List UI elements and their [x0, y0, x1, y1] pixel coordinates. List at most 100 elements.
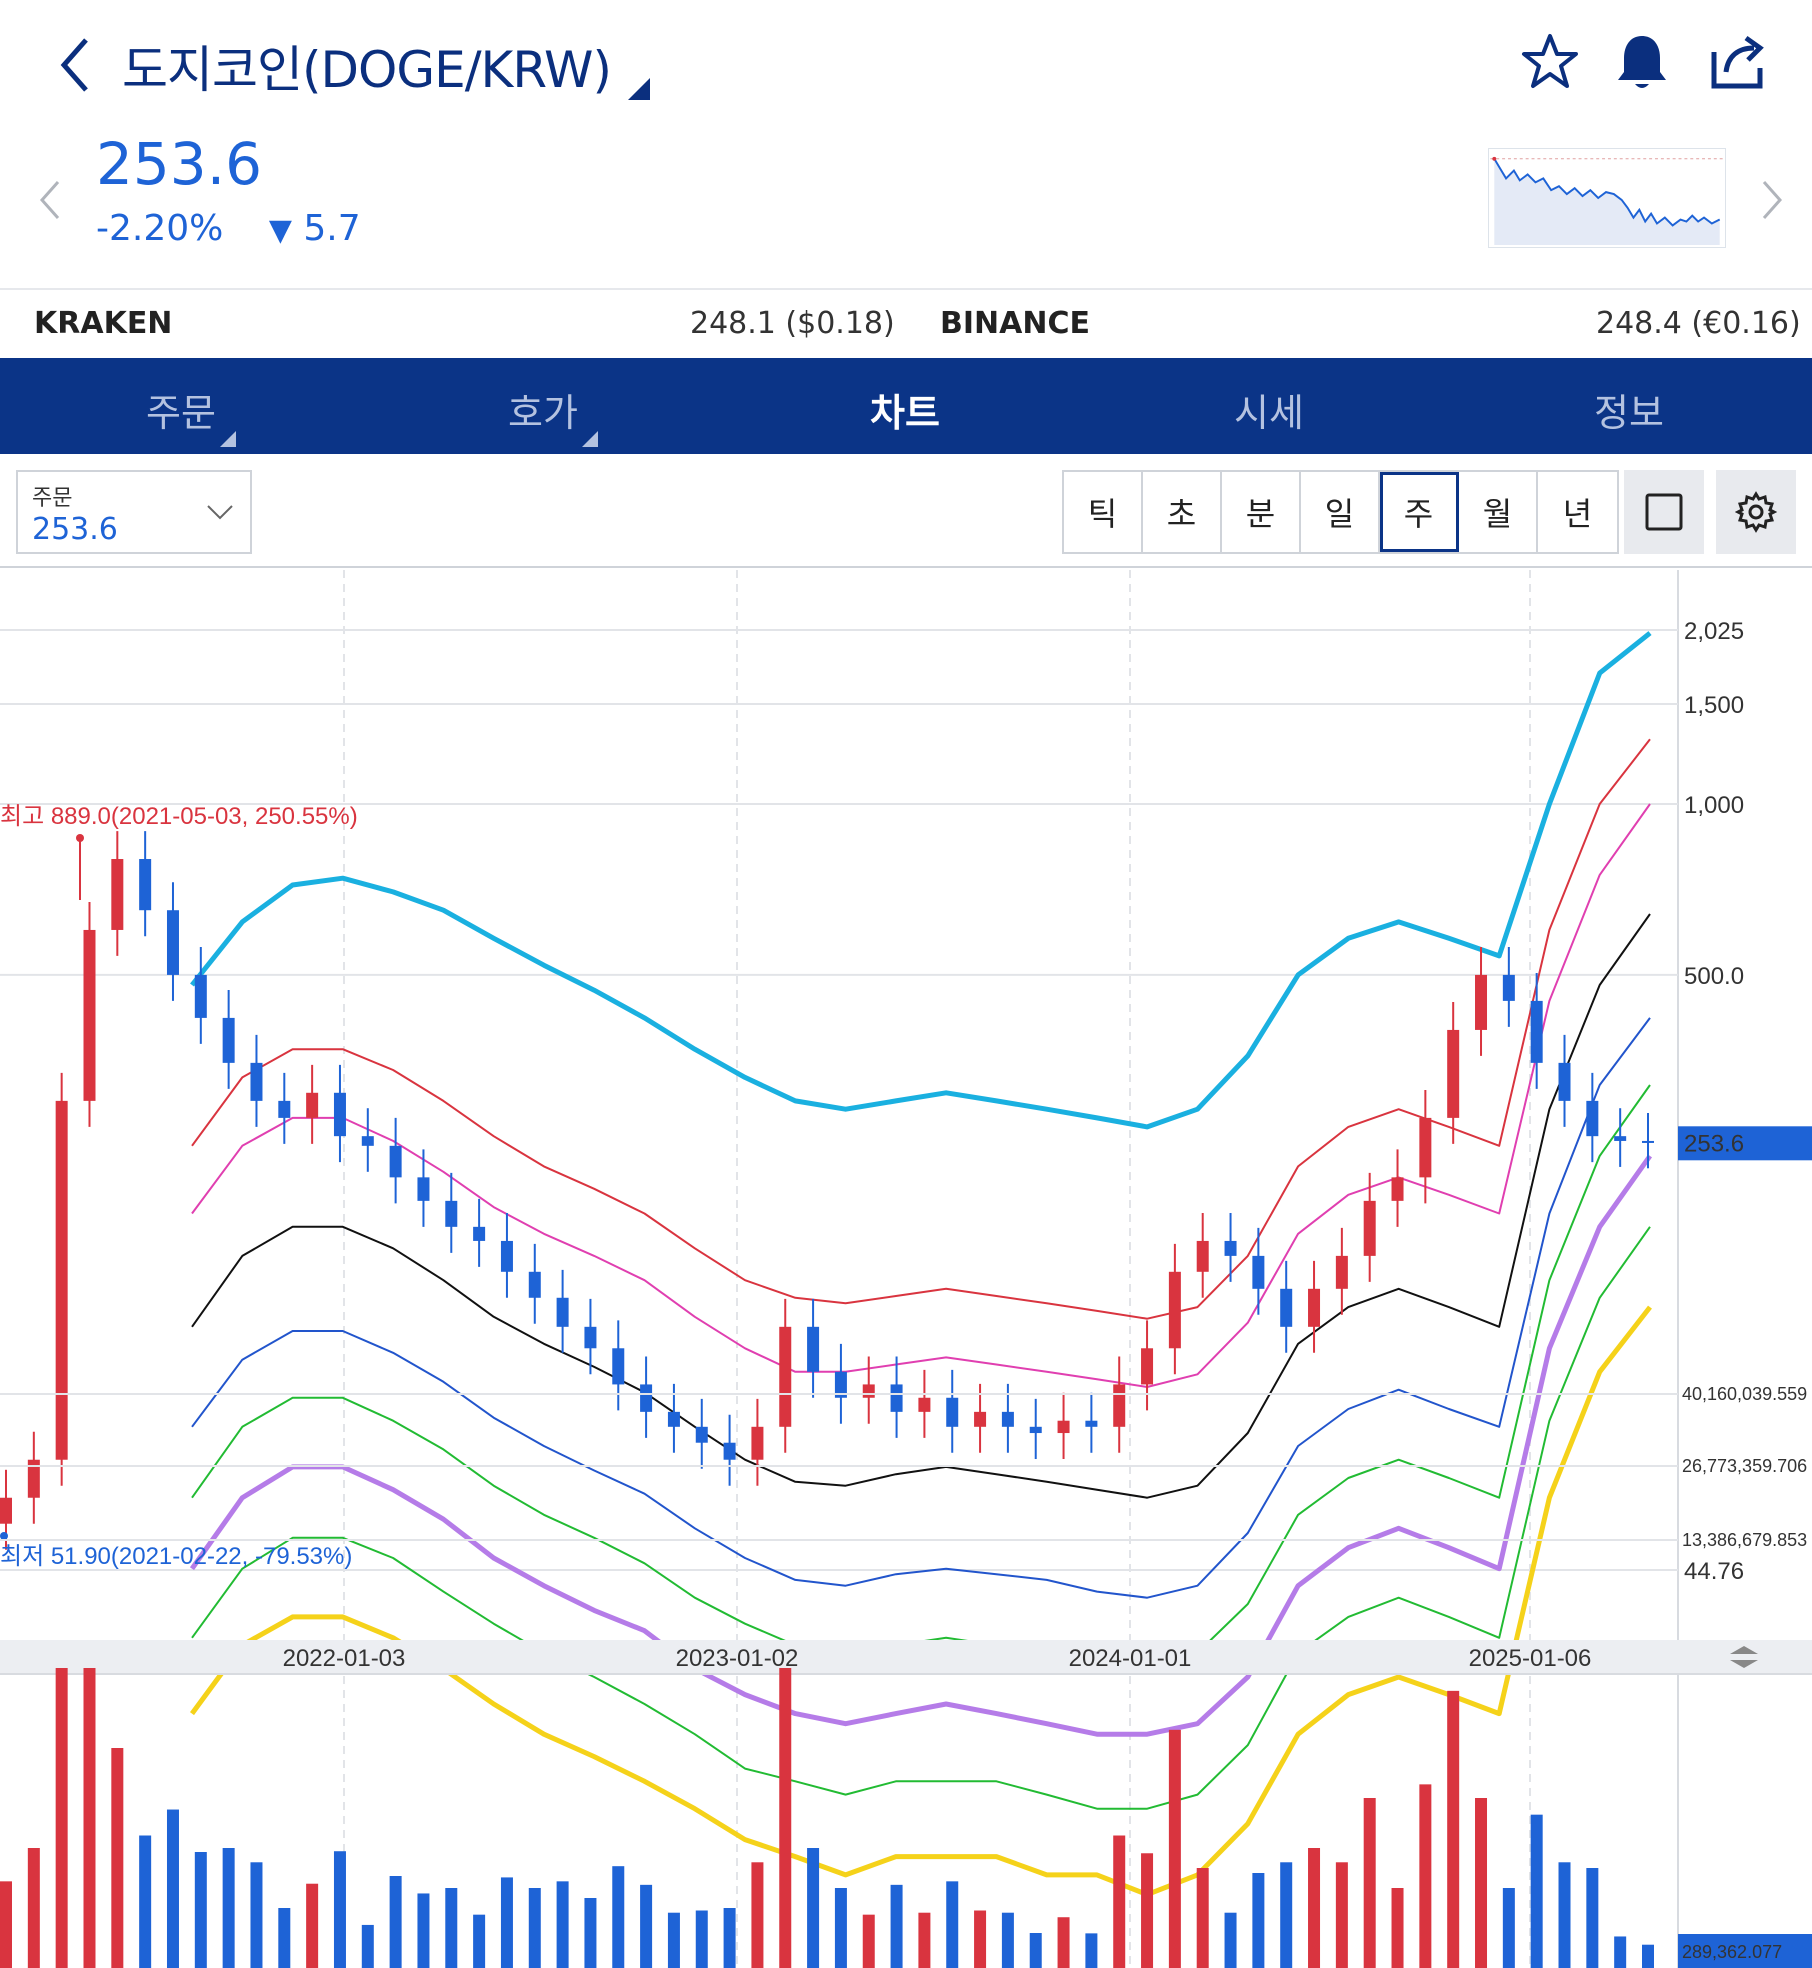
- high-marker: [76, 834, 84, 842]
- exchange-prices: KRAKEN 248.1 ($0.18) BINANCE 248.4 (€0.1…: [0, 288, 1812, 358]
- candle-body: [667, 1411, 680, 1427]
- volume-bar: [139, 1835, 152, 1968]
- candle-body: [1057, 1420, 1070, 1434]
- order-price-select[interactable]: 주문 253.6: [16, 470, 252, 554]
- candle-body: [890, 1384, 903, 1412]
- y-tick-label: 1,000: [1684, 792, 1744, 819]
- candle-body: [946, 1397, 959, 1427]
- mini-sparkline[interactable]: [1488, 148, 1726, 248]
- title-dropdown-icon[interactable]: [628, 78, 650, 100]
- gear-icon: [1735, 491, 1777, 533]
- exchange-value-binance: 248.4 (€0.16): [1596, 306, 1801, 341]
- star-icon[interactable]: [1518, 30, 1582, 94]
- volume-bar: [1586, 1868, 1599, 1968]
- change-amount: 5.7: [303, 208, 361, 249]
- y-tick-label: 1,500: [1684, 692, 1744, 719]
- chevron-right-icon[interactable]: [1756, 178, 1786, 222]
- square-icon: [1645, 493, 1683, 531]
- volume-bar: [1280, 1862, 1293, 1968]
- volume-bar: [834, 1888, 847, 1968]
- band-line: [189, 1154, 1653, 1737]
- candle-body: [1530, 1000, 1543, 1063]
- x-tick-label: 2022-01-03: [283, 1645, 406, 1672]
- candle-body: [528, 1271, 541, 1298]
- volume-bar: [1252, 1873, 1265, 1968]
- current-price: 253.6: [96, 130, 263, 198]
- fullscreen-button[interactable]: [1624, 470, 1704, 554]
- candle-body: [1558, 1062, 1571, 1101]
- candle-body: [779, 1326, 792, 1427]
- volume-bar: [1224, 1912, 1237, 1968]
- candle-body: [807, 1326, 820, 1372]
- tab-orderbook-label: 호가: [508, 391, 578, 435]
- candle-body: [500, 1240, 513, 1272]
- volume-bar: [584, 1898, 597, 1968]
- candle-body: [333, 1092, 346, 1137]
- bell-icon[interactable]: [1610, 30, 1674, 94]
- candle-body: [55, 1100, 68, 1460]
- candle-body: [1113, 1384, 1126, 1427]
- period-year[interactable]: 년: [1562, 495, 1593, 533]
- settings-button[interactable]: [1716, 470, 1796, 554]
- volume-bar: [1029, 1933, 1042, 1968]
- period-day[interactable]: 일: [1301, 472, 1380, 552]
- tab-quotes[interactable]: 시세: [1234, 382, 1304, 437]
- exchange-name-kraken: KRAKEN: [34, 306, 173, 341]
- volume-bar: [640, 1884, 653, 1968]
- volume-bar: [1502, 1888, 1515, 1968]
- candle-body: [862, 1384, 875, 1398]
- band-line: [191, 1017, 1651, 1599]
- volume-bar: [751, 1862, 764, 1968]
- back-arrow-icon[interactable]: [52, 30, 102, 100]
- x-tick-label: 2023-01-02: [676, 1645, 799, 1672]
- tab-dropdown-icon: [219, 431, 236, 447]
- candle-body: [1280, 1288, 1293, 1327]
- x-tick-label: 2025-01-06: [1469, 1645, 1592, 1672]
- candle-body: [1308, 1288, 1321, 1327]
- candle-body: [1363, 1200, 1376, 1256]
- y-tick-label: 2,025: [1684, 618, 1744, 645]
- candle-body: [974, 1411, 987, 1427]
- tab-order[interactable]: 주문: [146, 382, 236, 447]
- volume-bar: [918, 1912, 931, 1968]
- y-tick-label: 500.0: [1684, 963, 1744, 990]
- y-tick-label: 44.76: [1684, 1558, 1744, 1585]
- volume-tick-label: 13,386,679.853: [1682, 1530, 1807, 1550]
- chart-toolbar: 주문 253.6 틱 초 분 일 주 월 년: [0, 454, 1812, 568]
- tab-chart-label: 차트: [870, 391, 940, 435]
- period-week[interactable]: 주: [1380, 472, 1459, 552]
- volume-bar: [83, 1668, 96, 1968]
- resize-handle-icon: [1730, 1646, 1758, 1668]
- candle-body: [584, 1326, 597, 1349]
- high-annotation: 최고 889.0(2021-05-03, 250.55%): [0, 803, 358, 830]
- volume-bar: [1057, 1917, 1070, 1968]
- page-title[interactable]: 도지코인(DOGE/KRW): [122, 41, 612, 99]
- candle-body: [918, 1397, 931, 1412]
- volume-bar: [890, 1884, 903, 1968]
- price-chart-area[interactable]: 2,025 1,500 1,000 500.0 44.76 2022-01-03 2023-…: [0, 570, 1812, 1968]
- candle-body: [1447, 1029, 1460, 1118]
- volume-bar: [1168, 1729, 1181, 1968]
- candle-body: [278, 1100, 291, 1118]
- tab-info[interactable]: 정보: [1594, 382, 1664, 437]
- period-month[interactable]: 월: [1459, 472, 1538, 552]
- period-tick[interactable]: 틱: [1064, 472, 1143, 552]
- candle-body: [1586, 1100, 1599, 1137]
- volume-bar: [974, 1910, 987, 1968]
- volume-bar: [1447, 1690, 1460, 1968]
- volume-bar: [1141, 1853, 1154, 1968]
- volume-tick-label: 40,160,039.559: [1682, 1384, 1807, 1404]
- price-chart[interactable]: 2,025 1,500 1,000 500.0 44.76 2022-01-03 2023-…: [0, 570, 1812, 1968]
- tab-chart[interactable]: 차트: [870, 382, 940, 437]
- tab-dropdown-icon: [581, 431, 598, 447]
- tab-orderbook[interactable]: 호가: [508, 382, 598, 447]
- candle-body: [640, 1384, 653, 1412]
- share-icon[interactable]: [1706, 30, 1770, 94]
- chevron-left-icon[interactable]: [36, 178, 66, 222]
- chevron-down-icon: [207, 505, 233, 520]
- period-second[interactable]: 초: [1143, 472, 1222, 552]
- volume-bar: [946, 1881, 959, 1968]
- volume-bar: [445, 1888, 458, 1968]
- period-minute[interactable]: 분: [1222, 472, 1301, 552]
- candle-body: [1029, 1426, 1042, 1434]
